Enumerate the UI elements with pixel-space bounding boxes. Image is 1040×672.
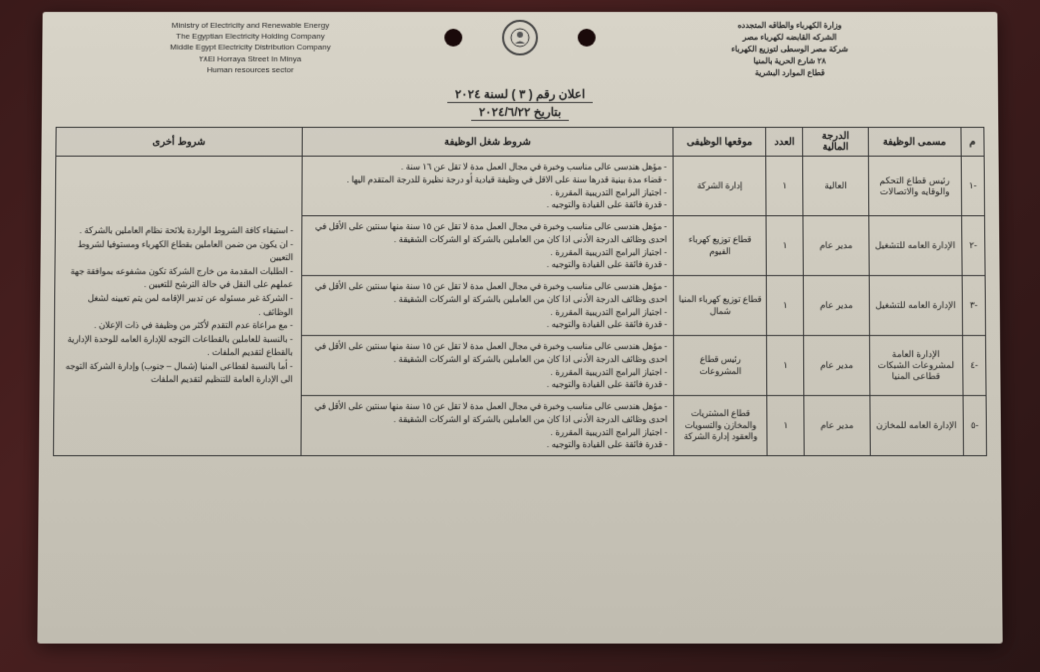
col-job-title: مسمى الوظيفة <box>868 127 961 156</box>
header-text: الشركه القابضه لكهرباء مصر <box>596 32 984 44</box>
table-header-row: م مسمى الوظيفة الدرجة المالية العدد موقع… <box>56 127 984 156</box>
col-conditions: شروط شغل الوظيفة <box>302 127 673 156</box>
cell-job-title: الإدارة العامه للتشغيل <box>869 276 962 336</box>
cell-location: قطاع المشتريات والمخازن والتسويات والعقو… <box>674 396 767 456</box>
cell-grade: مدير عام <box>804 335 870 395</box>
punch-hole-icon <box>578 29 596 47</box>
header-text: وزارة الكهرباء والطاقه المتجدده <box>596 20 984 32</box>
col-count: العدد <box>766 127 803 156</box>
cell-conditions: - مؤهل هندسى عالى مناسب وخبرة في مجال ال… <box>302 156 674 216</box>
header-text: شركة مصر الوسطى لتوزيع الكهرباء <box>596 44 984 56</box>
cell-grade: مدير عام <box>803 216 868 276</box>
cell-job-title: الإدارة العامة لمشروعات الشبكات قطاعى ال… <box>869 335 963 395</box>
cell-index: -٤ <box>962 335 986 395</box>
cell-count: ١ <box>766 156 803 216</box>
header-left-english: Ministry of Electricity and Renewable En… <box>56 20 444 75</box>
header-right-arabic: وزارة الكهرباء والطاقه المتجدده الشركه ا… <box>596 20 984 79</box>
cell-location: رئيس قطاع المشروعات <box>674 335 767 395</box>
cell-conditions: - مؤهل هندسى عالى مناسب وخبرة في مجال ال… <box>301 335 674 395</box>
cell-job-title: الإدارة العامه للمخازن <box>870 396 964 456</box>
cell-location: قطاع توزيع كهرباء المنيا شمال <box>674 276 767 336</box>
cell-conditions: - مؤهل هندسى عالى مناسب وخبرة في مجال ال… <box>301 276 673 336</box>
cell-location: إدارة الشركة <box>673 156 766 216</box>
header-text: قطاع الموارد البشرية <box>596 67 984 79</box>
cell-job-title: رئيس قطاع التحكم والوقايه والاتصالات <box>868 156 961 216</box>
cell-grade: العالية <box>803 156 868 216</box>
punch-hole-icon <box>444 29 462 47</box>
header-center <box>444 20 595 56</box>
cell-index: -٥ <box>963 396 987 456</box>
cell-count: ١ <box>767 335 805 395</box>
jobs-table: م مسمى الوظيفة الدرجة المالية العدد موقع… <box>53 127 987 456</box>
cell-conditions: - مؤهل هندسى عالى مناسب وخبرة في مجال ال… <box>301 216 673 276</box>
cell-other-conditions: - استيفاء كافة الشروط الواردة بلائحة نظا… <box>53 156 301 456</box>
cell-count: ١ <box>767 276 804 336</box>
col-grade: الدرجة المالية <box>803 127 868 156</box>
cell-index: -٣ <box>962 276 986 336</box>
cell-conditions: - مؤهل هندسى عالى مناسب وخبرة في مجال ال… <box>301 396 674 456</box>
announcement-date: بتاريخ ٢٠٢٤/٦/٢٢ <box>471 105 569 121</box>
cell-grade: مدير عام <box>804 276 869 336</box>
header-text: ٢٨ شارع الحرية بالمنيا <box>596 55 984 67</box>
cell-index: -١ <box>961 156 985 216</box>
col-index: م <box>961 127 984 156</box>
col-location: موقعها الوظيفى <box>673 127 766 156</box>
announcement-title: اعلان رقم ( ٣ ) لسنة ٢٠٢٤ <box>447 87 593 103</box>
cell-location: قطاع توزيع كهرباء الفيوم <box>673 216 766 276</box>
logo-icon <box>502 20 538 56</box>
header-text: Middle Egypt Electricity Distribution Co… <box>56 42 444 53</box>
cell-count: ١ <box>766 216 803 276</box>
cell-count: ١ <box>767 396 805 456</box>
header-text: Ministry of Electricity and Renewable En… <box>56 20 444 31</box>
cell-job-title: الإدارة العامه للتشغيل <box>868 216 961 276</box>
document-paper: Ministry of Electricity and Renewable En… <box>37 12 1002 644</box>
title-block: اعلان رقم ( ٣ ) لسنة ٢٠٢٤ بتاريخ ٢٠٢٤/٦/… <box>56 85 985 121</box>
table-row: -١ رئيس قطاع التحكم والوقايه والاتصالات … <box>55 156 984 216</box>
cell-index: -٢ <box>961 216 985 276</box>
header-text: Human resources sector <box>56 64 444 75</box>
header-text: The Egyptian Electricity Holding Company <box>56 31 444 42</box>
header: Ministry of Electricity and Renewable En… <box>56 20 984 79</box>
cell-grade: مدير عام <box>804 396 870 456</box>
col-other: شروط أخرى <box>56 127 302 156</box>
header-text: ٢٨El Horraya Street In Minya <box>56 53 444 64</box>
